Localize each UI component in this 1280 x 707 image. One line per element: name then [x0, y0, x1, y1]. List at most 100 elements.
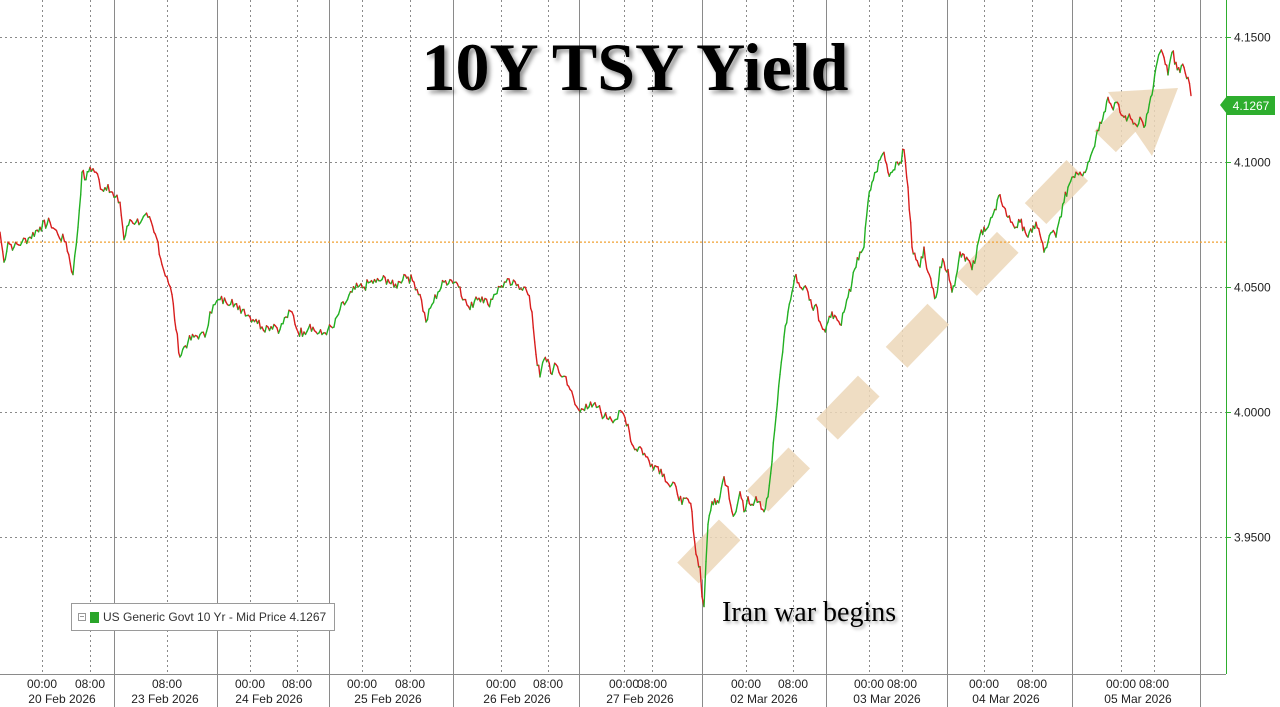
price-segment — [907, 186, 910, 211]
legend-collapse-icon[interactable] — [78, 613, 86, 621]
price-segment — [911, 246, 914, 255]
price-segment — [790, 291, 793, 301]
price-segment — [938, 266, 941, 281]
price-segment — [843, 307, 846, 313]
price-segment — [851, 271, 854, 283]
price-segment — [26, 237, 30, 245]
price-segment — [728, 498, 732, 506]
x-date-label-5: 27 Feb 2026 — [606, 692, 674, 706]
price-segment — [485, 298, 489, 306]
price-segment — [528, 295, 532, 310]
price-segment — [978, 233, 981, 242]
price-segment — [127, 218, 131, 226]
price-segment — [1047, 234, 1051, 243]
price-segment — [426, 308, 430, 321]
price-segment — [787, 303, 790, 313]
price-segment — [870, 181, 873, 191]
price-segment — [768, 472, 772, 487]
x-time-label-17: 00:00 — [1106, 677, 1136, 691]
x-date-label-4: 26 Feb 2026 — [483, 692, 551, 706]
price-segment — [148, 215, 152, 222]
price-segment — [955, 270, 958, 278]
price-segment — [73, 243, 78, 257]
price-segment — [136, 218, 140, 226]
price-segment — [951, 285, 954, 293]
x-time-label-12: 08:00 — [778, 677, 808, 691]
price-segment — [551, 368, 554, 376]
x-date-label-6: 02 Mar 2026 — [730, 692, 798, 706]
x-time-label-9: 00:00 — [609, 677, 639, 691]
y-axis: 3.9500 4.0000 4.0500 4.1000 4.1500 — [1226, 0, 1271, 674]
x-time-label-2: 08:00 — [152, 677, 182, 691]
price-segment — [391, 279, 395, 288]
price-segment — [1148, 96, 1152, 106]
price-segment — [916, 260, 920, 267]
price-segment — [876, 160, 880, 173]
legend[interactable]: US Generic Govt 10 Yr - Mid Price 4.1267 — [71, 603, 336, 631]
price-segment — [923, 246, 926, 260]
x-time-label-4: 08:00 — [282, 677, 312, 691]
price-segment — [171, 293, 175, 305]
price-segment — [1065, 186, 1069, 197]
price-segment — [764, 497, 768, 510]
price-segment — [735, 504, 738, 513]
annotation-iran-war: Iran war begins — [722, 597, 897, 628]
price-segment — [936, 279, 940, 293]
price-segment — [996, 195, 1000, 201]
price-segment — [675, 486, 679, 496]
price-segment — [1179, 65, 1183, 74]
price-segment — [40, 220, 44, 232]
price-segment — [1020, 218, 1024, 232]
trend-arrow — [677, 88, 1178, 584]
y-tick-label-2: 4.0500 — [1234, 281, 1271, 295]
price-segment — [402, 273, 405, 281]
price-segment — [792, 276, 796, 288]
price-segment — [1169, 51, 1173, 59]
price-segment — [866, 201, 869, 217]
price-segment — [185, 341, 189, 349]
price-segment — [723, 476, 726, 486]
price-segment — [779, 361, 782, 376]
price-segment — [900, 148, 904, 164]
price-segment — [910, 221, 913, 248]
price-segment — [627, 423, 630, 433]
price-segment — [158, 253, 162, 260]
price-segment — [930, 277, 933, 288]
price-segment — [947, 268, 950, 281]
price-segment — [264, 325, 268, 333]
price-segment — [154, 233, 158, 240]
price-segment — [292, 314, 296, 325]
price-segment — [166, 276, 170, 285]
price-segment — [13, 241, 17, 248]
price-segment — [69, 262, 73, 273]
price-segment — [943, 261, 946, 271]
price-segment — [710, 501, 713, 512]
price-segment — [572, 396, 576, 406]
price-segment — [258, 319, 262, 330]
price-segment — [739, 491, 742, 499]
price-segment — [594, 402, 598, 409]
x-time-label-0: 00:00 — [27, 677, 57, 691]
price-segment — [396, 280, 400, 289]
chart-title: 10Y TSY Yield — [421, 29, 849, 105]
price-segment — [5, 241, 9, 253]
price-segment — [72, 255, 76, 276]
price-segment — [924, 258, 928, 270]
price-segment — [778, 373, 781, 387]
x-date-label-7: 03 Mar 2026 — [853, 692, 921, 706]
price-segment — [988, 217, 992, 225]
price-segment — [696, 556, 700, 568]
price-segment — [319, 329, 323, 336]
price-segment — [78, 193, 82, 212]
price-segment — [447, 278, 451, 285]
x-date-label-0: 20 Feb 2026 — [28, 692, 96, 706]
price-segment — [624, 417, 628, 427]
y-tick-label-1: 4.0000 — [1234, 406, 1271, 420]
price-segment — [279, 323, 283, 331]
price-segment — [1172, 50, 1176, 65]
price-segment — [1184, 72, 1188, 80]
y-tick-label-4: 4.1500 — [1234, 31, 1271, 45]
price-segment — [1035, 221, 1039, 229]
price-segment — [798, 282, 801, 288]
price-segment — [775, 403, 778, 418]
